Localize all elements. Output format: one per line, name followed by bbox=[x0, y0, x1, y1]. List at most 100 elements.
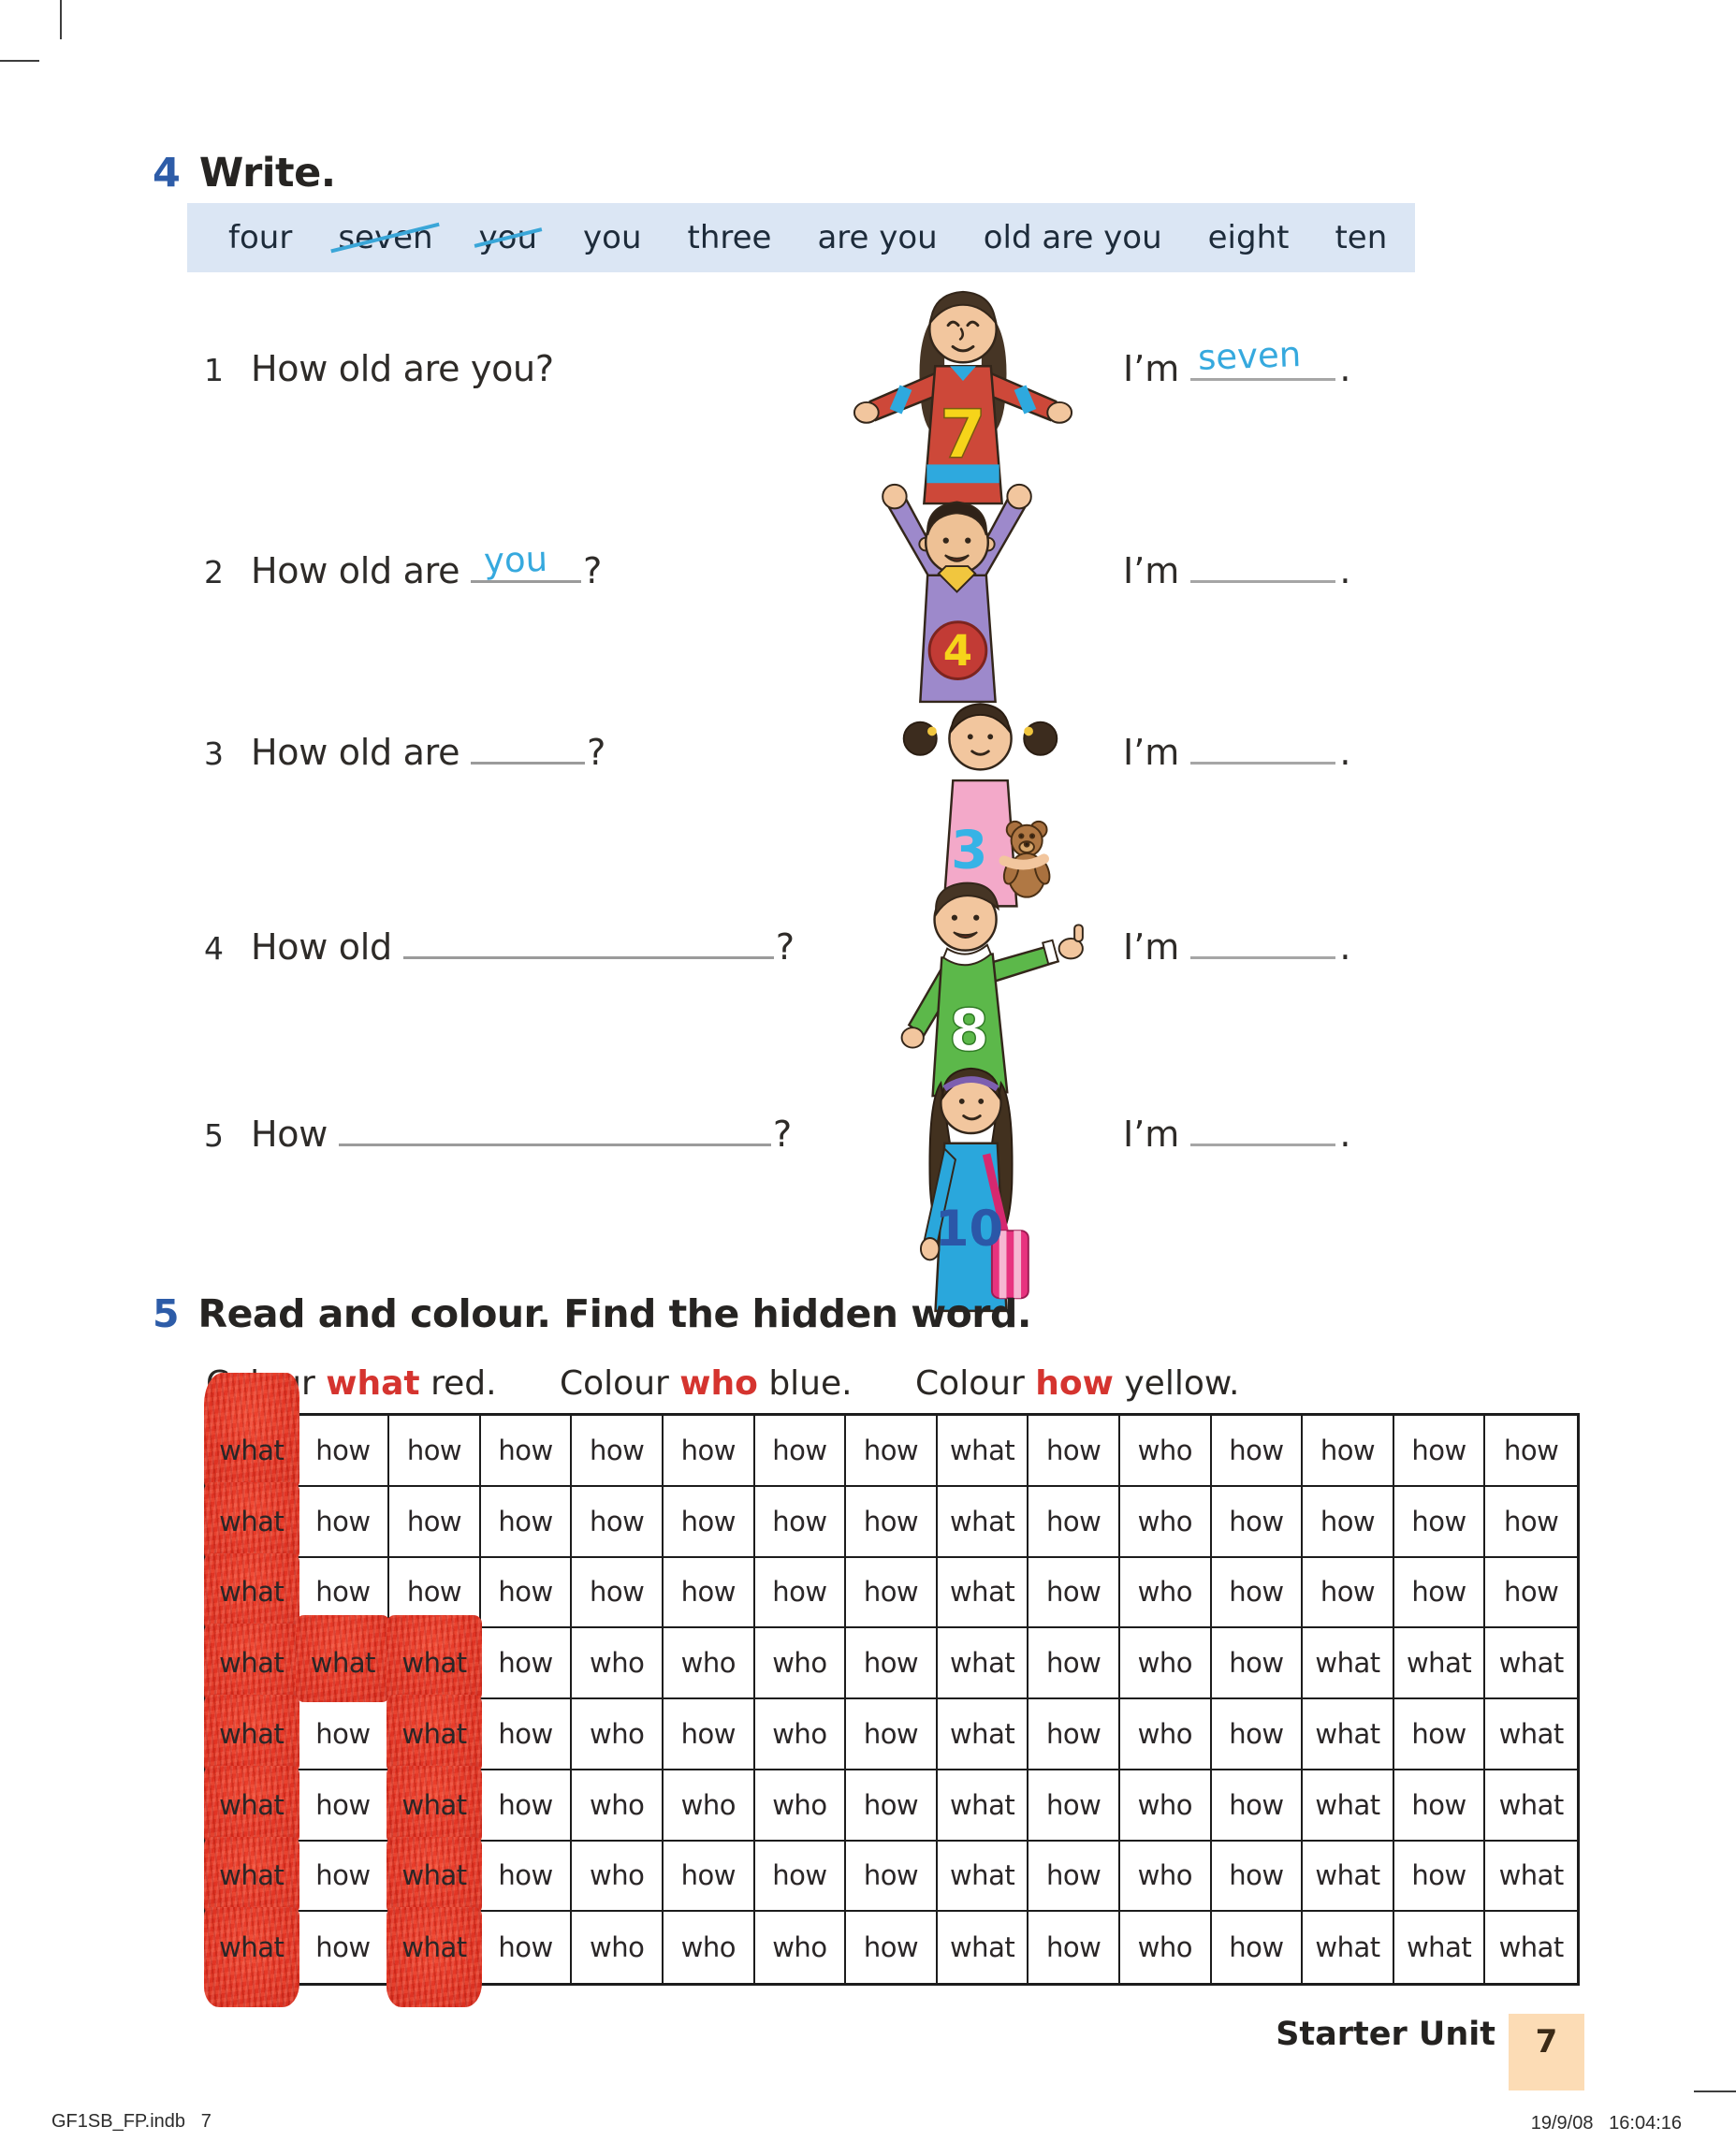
answer-gap bbox=[471, 756, 586, 765]
grid-cell: how bbox=[1393, 1770, 1486, 1842]
grid-cell: what bbox=[204, 1373, 299, 1490]
grid-word: what bbox=[1498, 1788, 1565, 1821]
answer-row-5: I’m . bbox=[1123, 1114, 1350, 1164]
word-bank-word: three bbox=[687, 219, 772, 256]
grid-cell: how bbox=[1211, 1416, 1304, 1487]
grid-word: how bbox=[498, 1505, 553, 1537]
exercise-number: 4 bbox=[153, 150, 181, 197]
grid-cell: what bbox=[938, 1912, 1029, 1983]
kid-illustration-boy-green-shirt: 8 bbox=[900, 881, 1084, 1098]
grid-cell: how bbox=[846, 1486, 938, 1558]
grid-word: what bbox=[1498, 1931, 1565, 1964]
grid-cell: how bbox=[1212, 1912, 1304, 1983]
grid-word: how bbox=[1411, 1859, 1466, 1892]
red-crayon-mark bbox=[387, 1765, 482, 1844]
grid-word: who bbox=[590, 1788, 645, 1821]
shirt-number: 8 bbox=[949, 997, 989, 1065]
grid-word: what bbox=[401, 1931, 467, 1964]
grid-word: what bbox=[949, 1576, 1015, 1609]
grid-cell: who bbox=[1119, 1557, 1212, 1629]
grid-cell: how bbox=[480, 1557, 573, 1629]
word-bank-word: four bbox=[228, 219, 293, 256]
grid-word: how bbox=[498, 1788, 553, 1821]
question-text: How old are bbox=[251, 732, 460, 773]
answer-row-3: I’m . bbox=[1123, 732, 1350, 782]
grid-cell: how bbox=[1028, 1770, 1120, 1842]
grid-word: how bbox=[498, 1434, 553, 1466]
grid-cell: how bbox=[1211, 1557, 1304, 1629]
answer-line bbox=[1190, 1138, 1336, 1146]
grid-word: what bbox=[219, 1717, 284, 1750]
grid-cell: who bbox=[1120, 1912, 1212, 1983]
grid-cell: what bbox=[204, 1481, 299, 1561]
grid-word: who bbox=[1137, 1647, 1193, 1680]
grid-word: who bbox=[1137, 1859, 1193, 1892]
exercise-4-heading: 4 Write. bbox=[153, 150, 336, 197]
handwritten-gap-answer: you bbox=[483, 538, 548, 582]
grid-cell: who bbox=[663, 1628, 755, 1699]
grid-cell: who bbox=[754, 1770, 847, 1842]
grid-cell: how bbox=[1393, 1486, 1486, 1558]
grid-word: who bbox=[1137, 1788, 1193, 1821]
grid-word: how bbox=[772, 1505, 827, 1537]
grid-word: how bbox=[863, 1859, 919, 1892]
grid-word: how bbox=[315, 1434, 371, 1466]
red-crayon-mark bbox=[204, 1624, 299, 1702]
grid-word: what bbox=[401, 1717, 467, 1750]
answer-row-4: I’m . bbox=[1123, 926, 1350, 977]
grid-cell: how bbox=[1028, 1416, 1120, 1487]
colour-instructions: Colour what red. Colour who blue. Colour… bbox=[206, 1364, 1291, 1403]
print-timestamp: 19/9/08 16:04:16 bbox=[1530, 2113, 1682, 2134]
grid-cell: how bbox=[1303, 1557, 1394, 1629]
grid-cell: what bbox=[937, 1770, 1029, 1842]
answer-prefix: I’m bbox=[1123, 1114, 1180, 1155]
grid-word: what bbox=[949, 1647, 1015, 1680]
grid-word: how bbox=[315, 1788, 371, 1821]
grid-cell: how bbox=[1393, 1416, 1486, 1487]
grid-cell: who bbox=[572, 1912, 664, 1983]
question-number: 1 bbox=[204, 352, 224, 388]
grid-word: how bbox=[863, 1505, 919, 1537]
question-suffix: ? bbox=[583, 550, 603, 591]
grid-word: who bbox=[772, 1931, 827, 1964]
answer-period: . bbox=[1339, 732, 1351, 773]
grid-cell: what bbox=[1485, 1842, 1577, 1913]
grid-cell: how bbox=[572, 1416, 664, 1487]
question-suffix: ? bbox=[587, 732, 606, 773]
question-number: 2 bbox=[204, 554, 224, 590]
grid-cell: how bbox=[1028, 1486, 1120, 1558]
grid-word: what bbox=[401, 1788, 467, 1821]
grid-word: who bbox=[590, 1717, 645, 1750]
grid-cell: what bbox=[1303, 1770, 1394, 1842]
grid-word: what bbox=[1315, 1647, 1380, 1680]
grid-word: what bbox=[401, 1647, 467, 1680]
grid-cell: how bbox=[1028, 1912, 1120, 1983]
grid-word: how bbox=[863, 1931, 919, 1964]
grid-word: how bbox=[406, 1505, 462, 1537]
grid-word: what bbox=[401, 1859, 467, 1892]
grid-cell: who bbox=[663, 1770, 755, 1842]
handwritten-answer: seven bbox=[1197, 334, 1303, 378]
grid-word: how bbox=[1411, 1717, 1466, 1750]
grid-word: how bbox=[772, 1576, 827, 1609]
question-row-3: 3 How old are ? bbox=[204, 732, 605, 782]
grid-cell: how bbox=[846, 1628, 938, 1699]
grid-cell: how bbox=[299, 1912, 390, 1983]
grid-word: who bbox=[680, 1647, 737, 1680]
answer-line bbox=[1190, 575, 1336, 583]
kid-illustration-girl-pink-teddy: 3 bbox=[902, 703, 1058, 908]
grid-cell: how bbox=[846, 1416, 938, 1487]
answer-period: . bbox=[1339, 926, 1351, 968]
question-number: 5 bbox=[204, 1117, 224, 1154]
grid-word: who bbox=[680, 1788, 737, 1821]
grid-word: how bbox=[1229, 1576, 1284, 1609]
grid-cell: how bbox=[1028, 1699, 1120, 1770]
grid-cell: how bbox=[298, 1770, 390, 1842]
grid-cell: how bbox=[298, 1486, 390, 1558]
grid-cell: what bbox=[1485, 1770, 1577, 1842]
grid-cell: how bbox=[846, 1557, 938, 1629]
grid-cell: how bbox=[1393, 1841, 1486, 1913]
red-crayon-mark bbox=[204, 1552, 299, 1632]
answer-gap bbox=[339, 1138, 772, 1146]
grid-cell: how bbox=[754, 1416, 847, 1487]
